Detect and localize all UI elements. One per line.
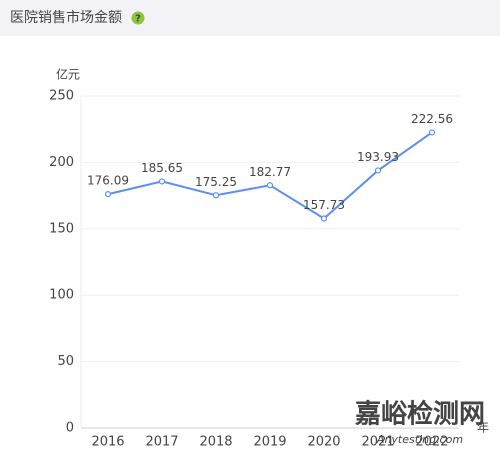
x-unit: 年 — [477, 421, 489, 435]
y-tick-label: 150 — [49, 221, 74, 236]
data-label: 182.77 — [249, 165, 291, 179]
y-tick-label: 100 — [49, 288, 74, 303]
x-tick-label: 2022 — [415, 435, 448, 450]
chart-area — [0, 36, 500, 460]
point — [320, 215, 328, 222]
point — [212, 192, 220, 199]
y-unit: 亿元 — [56, 67, 80, 82]
help-icon[interactable]: ? — [131, 11, 145, 25]
x-tick-label: 2021 — [361, 435, 394, 450]
data-label: 193.93 — [357, 150, 399, 164]
data-label: 185.65 — [141, 161, 183, 175]
data-label: 175.25 — [195, 175, 237, 189]
point — [428, 129, 436, 136]
watermark-title: 嘉峪检测网 — [355, 399, 485, 430]
help-circle[interactable] — [131, 11, 145, 25]
point — [158, 178, 166, 185]
data-label: 222.56 — [411, 112, 453, 126]
y-tick-label: 250 — [49, 89, 74, 104]
point — [104, 191, 112, 198]
data-label: 176.09 — [87, 174, 129, 188]
x-tick-label: 2020 — [307, 435, 340, 450]
x-tick-label: 2019 — [253, 435, 286, 450]
x-tick-label: 2017 — [145, 435, 178, 450]
y-tick-label: 50 — [57, 354, 74, 369]
y-tick-label: 200 — [49, 155, 74, 170]
x-tick-label: 2016 — [91, 435, 124, 450]
y-tick-label: 0 — [66, 421, 74, 436]
x-tick-label: 2018 — [199, 435, 232, 450]
data-label: 157.73 — [303, 198, 345, 212]
point — [266, 182, 274, 189]
point — [374, 167, 382, 174]
header-bar — [0, 0, 500, 36]
help-mark[interactable]: ? — [135, 14, 141, 25]
watermark-subtitle: Anytesting.com — [376, 433, 463, 446]
header-title: 医院销售市场金额 — [10, 9, 122, 26]
